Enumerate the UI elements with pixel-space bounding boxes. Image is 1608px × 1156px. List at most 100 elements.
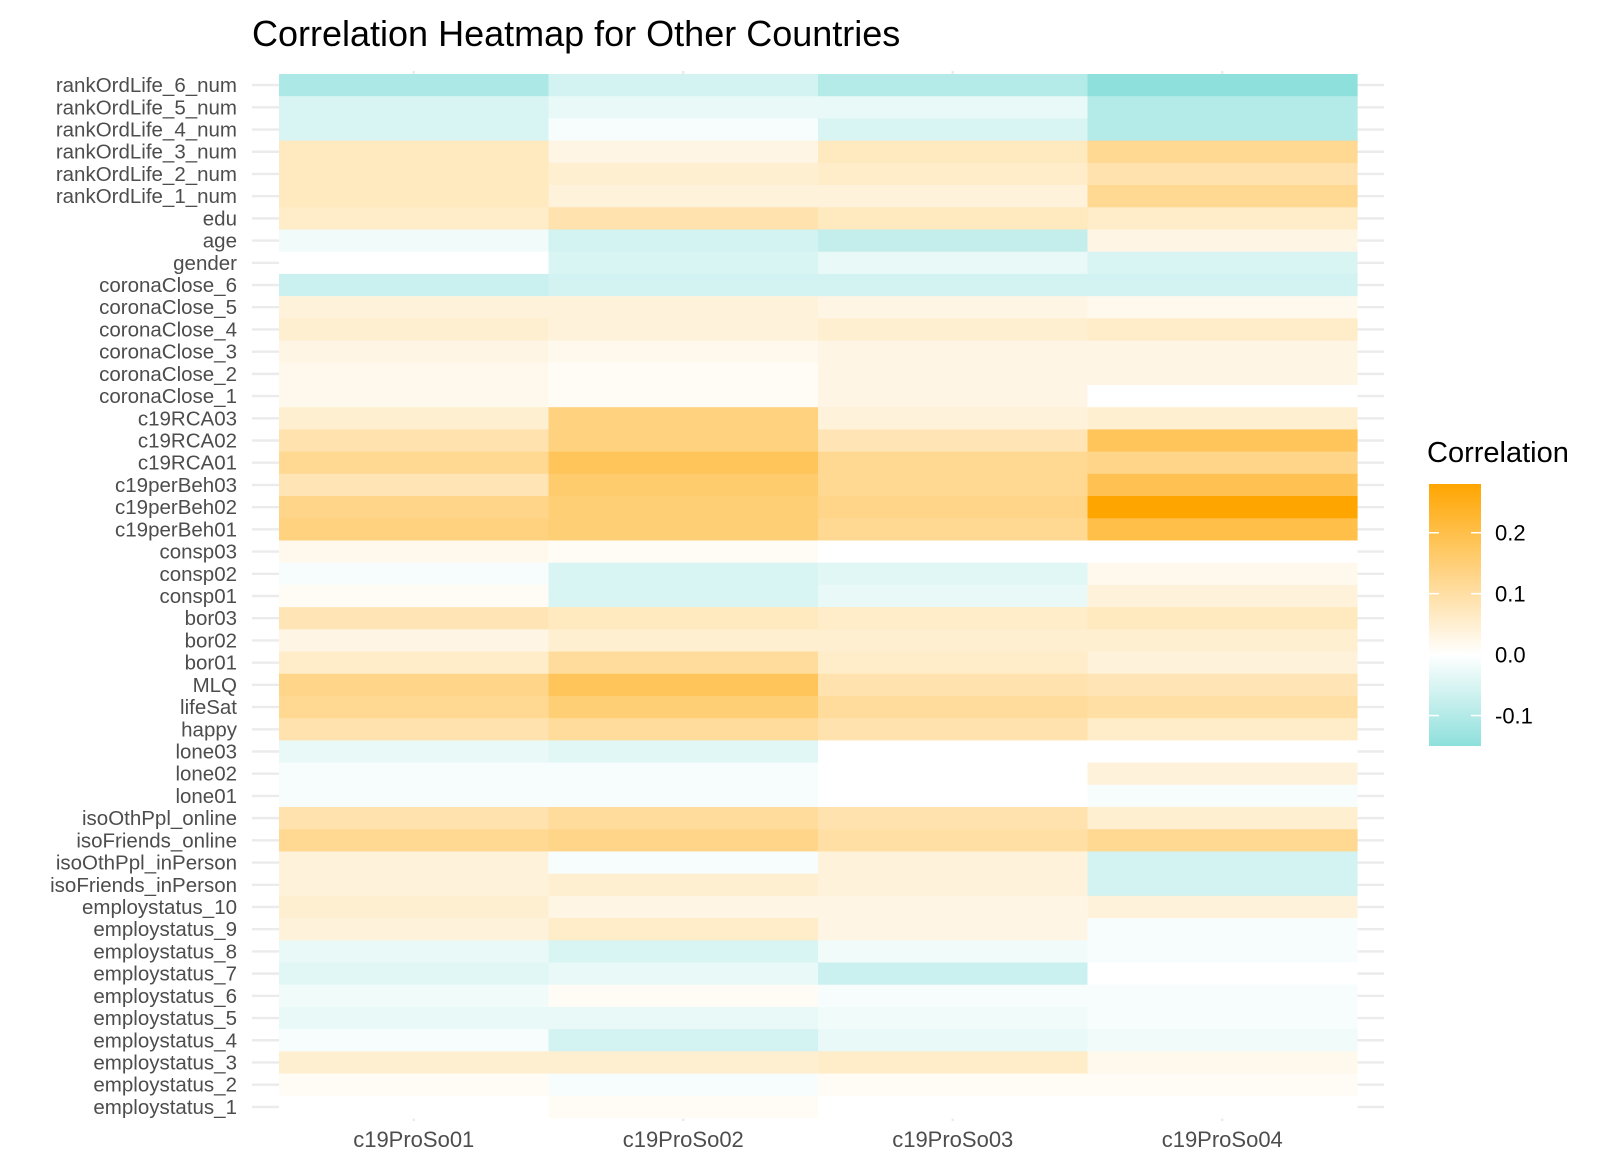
heatmap-cell [1087, 673, 1358, 697]
heatmap-cell [279, 940, 550, 964]
heatmap-cell [548, 1095, 819, 1119]
heatmap-cell [548, 540, 819, 564]
heatmap-cell [279, 895, 550, 919]
heatmap-cell [818, 584, 1089, 608]
heatmap-cell [818, 96, 1089, 120]
heatmap-cell [279, 429, 550, 453]
heatmap-cell [818, 762, 1089, 786]
heatmap-cell [1087, 207, 1358, 231]
heatmap-cell [279, 140, 550, 164]
heatmap-cell [548, 162, 819, 186]
heatmap-cell [279, 229, 550, 253]
heatmap-cell [279, 562, 550, 586]
heatmap-cell [1087, 362, 1358, 386]
heatmap-cell [548, 118, 819, 142]
heatmap-cell [548, 807, 819, 830]
heatmap-cell [548, 185, 819, 208]
heatmap-cell [1087, 384, 1358, 408]
heatmap-cell [1087, 496, 1358, 519]
heatmap-cell [818, 340, 1089, 364]
x-tick-labels: c19ProSo01 c19ProSo02 c19ProSo03 c19ProSo04 [353, 1127, 1283, 1152]
y-tick-label: coronaClose_3 [99, 341, 237, 364]
heatmap-cell [279, 1051, 550, 1075]
heatmap-cell [818, 407, 1089, 431]
heatmap-cell [548, 895, 819, 919]
heatmap-cell [818, 807, 1089, 830]
heatmap-cells [279, 74, 1358, 1119]
y-tick-label: rankOrdLife_3_num [56, 141, 237, 164]
heatmap-cell [818, 273, 1089, 297]
y-tick-label: age [203, 230, 237, 253]
heatmap-cell [279, 207, 550, 231]
heatmap-cell [818, 962, 1089, 986]
heatmap-cell [548, 229, 819, 253]
heatmap-cell [818, 251, 1089, 275]
y-tick-label: isoOthPpl_inPerson [56, 852, 237, 875]
heatmap-cell [1087, 185, 1358, 208]
heatmap-cell [818, 607, 1089, 630]
y-tick-label: consp01 [159, 585, 237, 608]
heatmap-cell [1087, 584, 1358, 608]
legend-title: Correlation [1427, 437, 1569, 469]
heatmap-cell [1087, 562, 1358, 586]
heatmap-cell [279, 96, 550, 120]
heatmap-cell [548, 673, 819, 697]
heatmap-cell [1087, 851, 1358, 875]
heatmap-cell [548, 429, 819, 453]
heatmap-cell [818, 895, 1089, 919]
heatmap-cell [1087, 1073, 1358, 1097]
y-tick-label: isoFriends_online [76, 829, 237, 852]
heatmap-cell [818, 140, 1089, 164]
heatmap-cell [1087, 1006, 1358, 1030]
heatmap-cell [279, 873, 550, 897]
heatmap-cell [279, 162, 550, 186]
heatmap-cell [548, 518, 819, 542]
heatmap-cell [818, 918, 1089, 941]
y-tick-label: lone03 [175, 740, 237, 763]
heatmap-cell [548, 740, 819, 764]
y-tick-label: consp03 [159, 541, 237, 564]
heatmap-cell [279, 829, 550, 853]
heatmap-cell [279, 807, 550, 830]
heatmap-cell [548, 1073, 819, 1097]
heatmap-cell [1087, 96, 1358, 120]
heatmap-cell [1087, 651, 1358, 675]
y-tick-label: employstatus_3 [93, 1051, 237, 1074]
heatmap-cell [818, 162, 1089, 186]
y-tick-label: gender [173, 252, 237, 275]
y-tick-label: employstatus_10 [82, 896, 237, 919]
heatmap-cell [818, 695, 1089, 719]
heatmap-cell [1087, 540, 1358, 564]
heatmap-cell [1087, 740, 1358, 764]
x-tick-label: c19ProSo01 [353, 1127, 474, 1152]
heatmap-cell [279, 273, 550, 297]
heatmap-cell [1087, 1051, 1358, 1075]
heatmap-cell [279, 384, 550, 408]
heatmap-cell [818, 1006, 1089, 1030]
heatmap-cell [818, 451, 1089, 475]
heatmap-cell [1087, 162, 1358, 186]
heatmap-cell [818, 1073, 1089, 1097]
heatmap-cell [548, 1006, 819, 1030]
heatmap-cell [1087, 695, 1358, 719]
heatmap-cell [1087, 918, 1358, 941]
heatmap-cell [279, 962, 550, 986]
heatmap-cell [818, 384, 1089, 408]
heatmap-cell [818, 829, 1089, 853]
y-tick-label: lifeSat [180, 696, 237, 719]
heatmap-cell [279, 851, 550, 875]
heatmap-cell [548, 718, 819, 741]
heatmap-cell [548, 829, 819, 853]
y-tick-label: employstatus_2 [93, 1074, 237, 1097]
heatmap-cell [279, 1029, 550, 1052]
heatmap-cell [279, 1095, 550, 1119]
heatmap-cell [818, 473, 1089, 497]
heatmap-cell [818, 318, 1089, 342]
heatmap-cell [1087, 518, 1358, 542]
heatmap-cell [1087, 340, 1358, 364]
heatmap-cell [279, 74, 550, 97]
y-tick-labels: rankOrdLife_6_numrankOrdLife_5_numrankOr… [50, 74, 238, 1119]
heatmap-cell [1087, 829, 1358, 853]
y-tick-label: employstatus_6 [93, 985, 237, 1008]
heatmap-cell [548, 851, 819, 875]
